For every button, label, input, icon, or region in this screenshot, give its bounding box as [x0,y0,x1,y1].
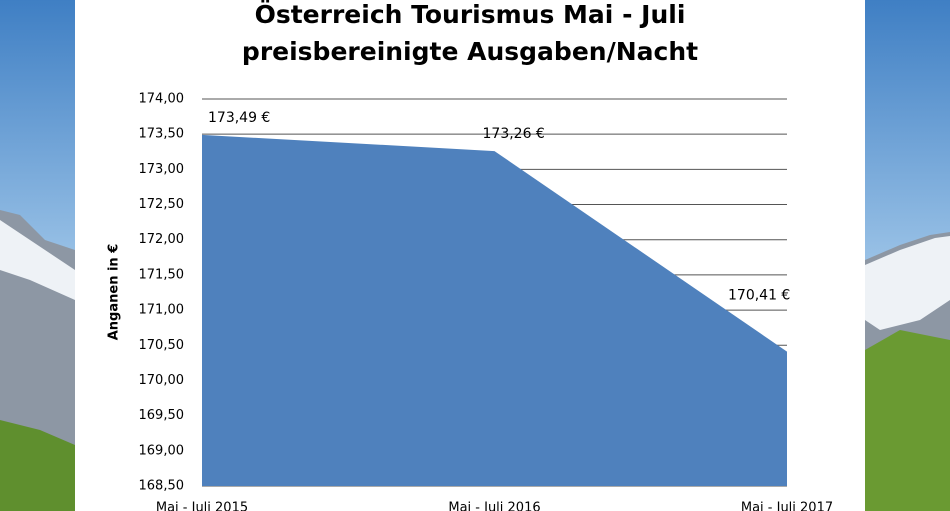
y-tick-label: 168,50 [139,479,185,494]
chart-title: Österreich Tourismus Mai - Juli [255,0,686,29]
chart-title: preisbereinigte Ausgaben/Nacht [242,37,698,66]
snow-right [865,236,950,330]
y-tick-label: 171,00 [139,303,185,318]
x-tick-label: Mai - Juli 2017 [741,501,833,511]
x-tick-label: Mai - Juli 2016 [448,501,540,511]
snow-left [0,220,75,300]
y-tick-label: 174,00 [139,92,185,107]
y-tick-label: 170,50 [139,338,185,353]
y-tick-label: 172,00 [139,232,185,247]
value-label: 170,41 € [728,288,790,304]
value-label: 173,26 € [483,126,545,142]
area [202,134,787,487]
y-tick-label: 169,00 [139,443,185,458]
y-tick-label: 171,50 [139,267,185,282]
y-tick-label: 173,00 [139,162,185,177]
y-tick-label: 170,00 [139,373,185,388]
y-axis-label: Anganen in € [107,244,122,341]
y-tick-label: 169,50 [139,408,185,423]
value-label: 173,49 € [208,110,270,126]
hill-right [865,330,950,511]
y-tick-label: 173,50 [139,127,185,142]
x-tick-label: Mai - Juli 2015 [156,501,248,511]
y-tick-label: 172,50 [139,197,185,212]
hill-left [0,420,75,511]
